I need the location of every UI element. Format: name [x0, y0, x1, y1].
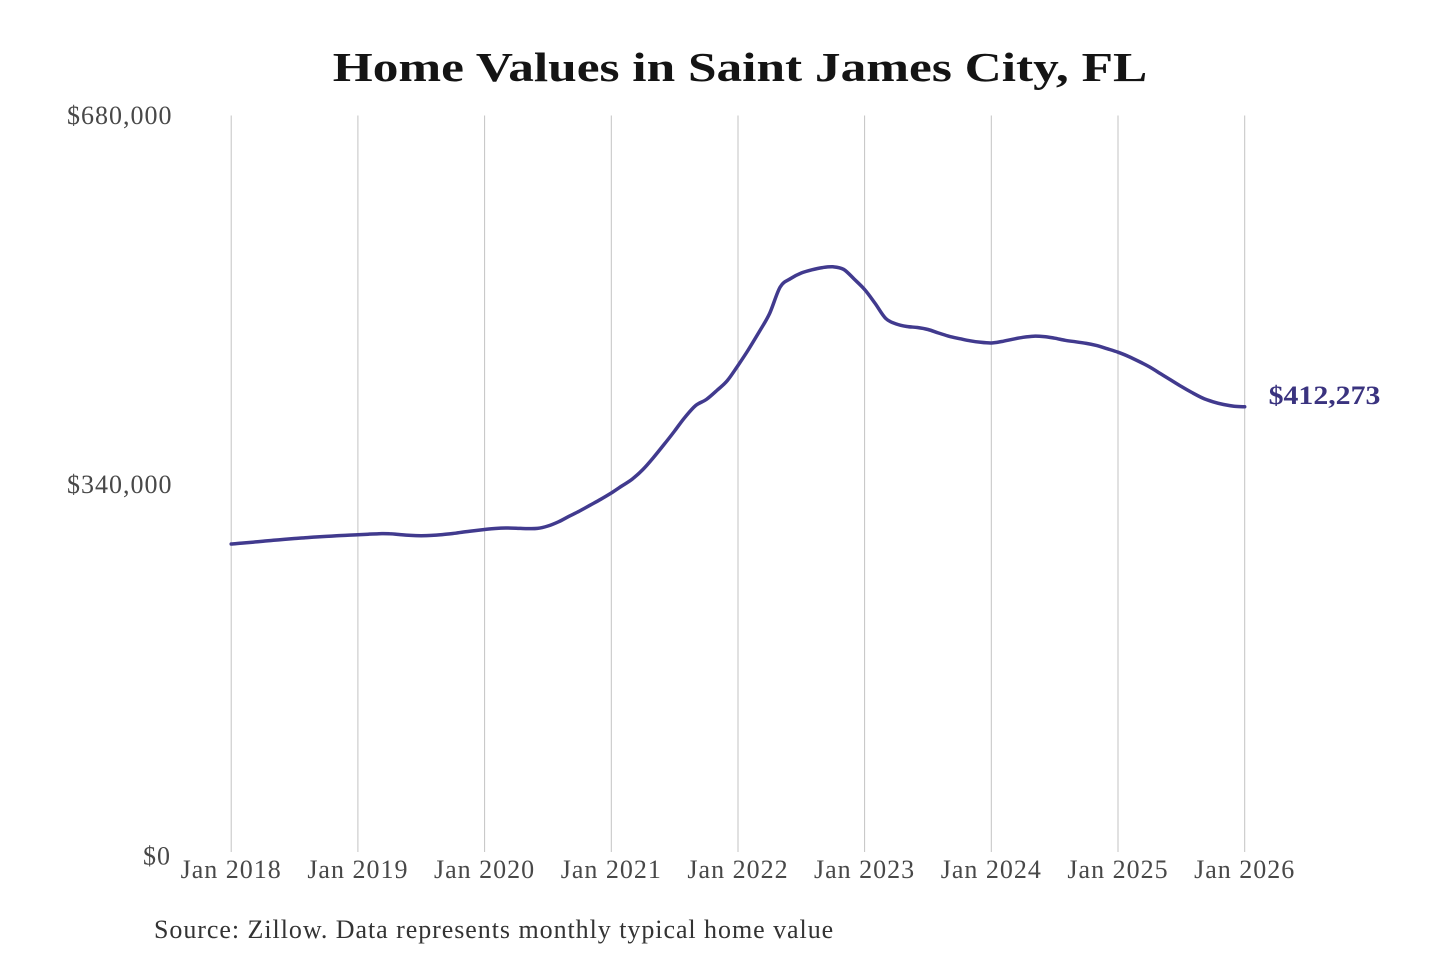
- svg-text:Jan 2026: Jan 2026: [1194, 855, 1295, 884]
- svg-text:Jan 2018: Jan 2018: [181, 855, 282, 884]
- svg-text:Jan 2022: Jan 2022: [687, 855, 788, 884]
- svg-text:Jan 2020: Jan 2020: [434, 855, 535, 884]
- svg-text:Home Values in Saint James Cit: Home Values in Saint James City, FL: [333, 44, 1147, 90]
- svg-text:Jan 2021: Jan 2021: [561, 855, 662, 884]
- svg-text:Jan 2023: Jan 2023: [814, 855, 915, 884]
- svg-text:Source: Zillow. Data represent: Source: Zillow. Data represents monthly …: [154, 915, 834, 944]
- svg-text:$412,273: $412,273: [1269, 381, 1381, 410]
- svg-text:$680,000: $680,000: [67, 101, 173, 130]
- svg-text:$0: $0: [143, 842, 171, 871]
- svg-text:$340,000: $340,000: [67, 470, 173, 499]
- svg-text:Jan 2024: Jan 2024: [941, 855, 1042, 884]
- svg-text:Jan 2025: Jan 2025: [1067, 855, 1168, 884]
- svg-text:Jan 2019: Jan 2019: [307, 855, 408, 884]
